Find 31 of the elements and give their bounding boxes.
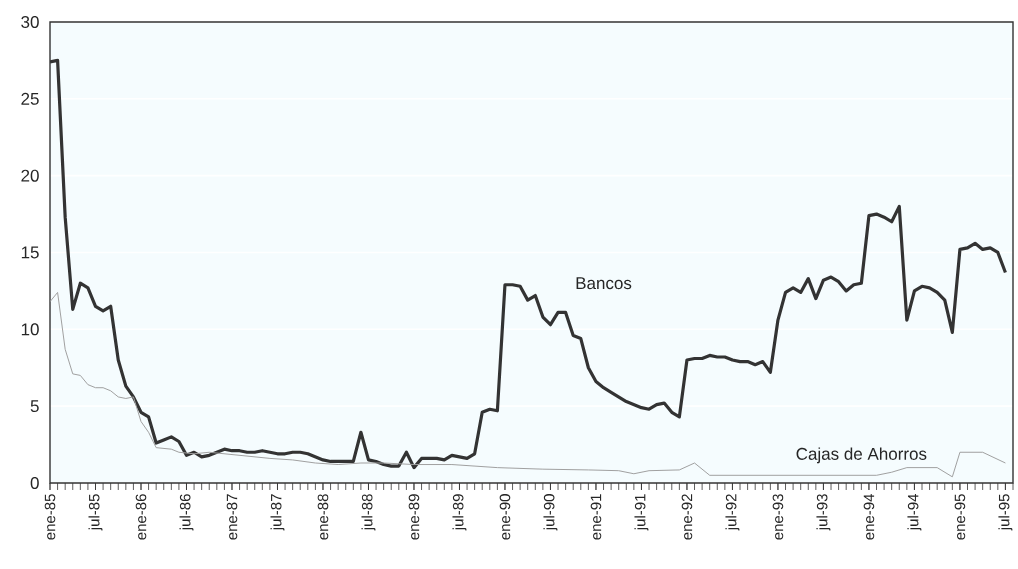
x-tick-label: jul-93 (816, 494, 831, 531)
x-tick-label: ene-92 (681, 494, 693, 540)
y-tick-label: 0 (30, 476, 39, 490)
x-tick-label: ene-89 (408, 494, 420, 540)
x-tick-label: jul-91 (634, 494, 649, 531)
x-tick-label: ene-86 (135, 494, 147, 540)
x-tick-label: jul-85 (88, 494, 103, 531)
x-tick-label: jul-89 (452, 494, 467, 531)
x-tick-label: jul-92 (725, 494, 740, 531)
x-tick-label: ene-95 (954, 494, 966, 540)
x-tick-label: jul-90 (543, 494, 558, 531)
x-tick-label: ene-90 (499, 494, 511, 540)
x-tick-label: ene-85 (44, 494, 56, 540)
series-label: Cajas de Ahorros (796, 447, 927, 464)
x-tick-label: jul-94 (907, 493, 922, 531)
x-tick-label: jul-88 (361, 494, 376, 531)
y-tick-label: 10 (21, 323, 39, 336)
y-tick-label: 15 (21, 246, 39, 259)
y-tick-label: 20 (21, 169, 39, 182)
x-tick-label: jul-86 (179, 494, 194, 531)
y-tick-label: 30 (21, 15, 39, 29)
x-tick-label: jul-87 (270, 494, 285, 531)
series-label: Bancos (576, 277, 632, 290)
x-tick-label: ene-88 (317, 494, 329, 540)
x-tick-label: ene-94 (863, 493, 875, 540)
x-tick-label: ene-87 (226, 494, 238, 540)
y-tick-label: 25 (21, 92, 39, 105)
x-tick-label: ene-93 (772, 494, 784, 540)
y-tick-label: 5 (30, 400, 39, 413)
x-tick-label: ene-91 (590, 494, 602, 540)
x-tick-label: jul-95 (998, 494, 1013, 531)
